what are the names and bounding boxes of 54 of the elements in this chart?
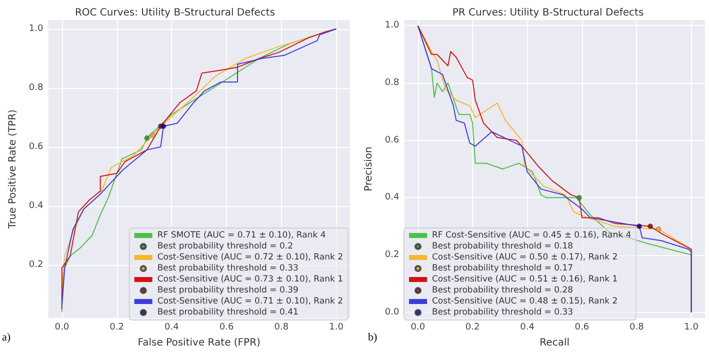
- legend-label: Best probability threshold = 0.18: [432, 242, 574, 252]
- y-tick-label: 0.8: [384, 78, 400, 88]
- chart-title: PR Curves: Utility B-Structural Defects: [452, 8, 644, 18]
- y-tick-label: 0.8: [28, 82, 44, 93]
- legend-label: Best probability threshold = 0.28: [432, 286, 574, 296]
- legend-label: Cost-Sensitive (AUC = 0.50 ± 0.17), Rank 2: [432, 252, 618, 262]
- legend-label: Cost-Sensitive (AUC = 0.48 ± 0.15), Rank 2: [432, 296, 618, 306]
- x-tick-label: 0.2: [110, 322, 124, 332]
- text: b): [368, 332, 378, 344]
- point: [636, 224, 642, 229]
- point: [648, 224, 653, 229]
- x-tick-label: 0.4: [520, 322, 535, 332]
- legend-label: Cost-Sensitive (AUC = 0.51 ± 0.16), Rank 1: [432, 274, 618, 284]
- x-tick-label: 0.0: [54, 322, 70, 332]
- legend-label: RF SMOTE (AUC = 0.71 ± 0.10), Rank 4: [157, 230, 326, 240]
- x-axis-title: False Positive Rate (FPR): [138, 338, 261, 348]
- point: [160, 124, 166, 129]
- x-tick-label: 0.2: [465, 322, 480, 332]
- point: [144, 135, 150, 141]
- legend-label: Cost-Sensitive (AUC = 0.71 ± 0.10), Rank 2: [157, 296, 344, 306]
- y-tick-label: 0.6: [384, 135, 400, 146]
- legend-label: RF Cost-Sensitive (AUC = 0.45 ± 0.16), Rank 4: [432, 230, 632, 240]
- legend-label: Best probability threshold = 0.2: [157, 242, 293, 252]
- x-tick-label: 0.6: [574, 322, 590, 332]
- legend-label: Best probability threshold = 0.41: [157, 308, 298, 318]
- y-tick-label: 1.0: [384, 20, 400, 31]
- x-tick-label: 1.0: [684, 322, 699, 332]
- text: a): [2, 332, 11, 344]
- point: [576, 195, 582, 200]
- y-tick-label: 0.4: [384, 192, 400, 203]
- legend-label: Best probability threshold = 0.17: [432, 264, 574, 274]
- y-axis-title: Precision: [364, 146, 374, 192]
- legend-label: Cost-Sensitive (AUC = 0.73 ± 0.10), Rank 1: [157, 274, 344, 284]
- x-tick-label: 0.0: [410, 322, 426, 332]
- y-tick-label: 0.0: [384, 307, 400, 318]
- legend-label: Best probability threshold = 0.33: [157, 264, 298, 274]
- point: [150, 132, 156, 138]
- y-tick-label: 0.2: [28, 260, 44, 270]
- x-tick-label: 1.0: [329, 322, 344, 332]
- x-tick-label: 0.8: [629, 322, 644, 332]
- x-axis-title: Recall: [540, 338, 570, 348]
- y-tick-label: 1.0: [28, 24, 44, 34]
- legend-label: Best probability threshold = 0.39: [157, 286, 298, 296]
- legend-label: Best probability threshold = 0.33: [432, 308, 574, 318]
- legend-label: Cost-Sensitive (AUC = 0.72 ± 0.10), Rank 2: [157, 252, 344, 262]
- x-tick-label: 0.6: [219, 322, 234, 332]
- point: [656, 226, 662, 232]
- x-tick-label: 0.8: [274, 322, 289, 332]
- y-axis-title: True Positive Rate (TPR): [8, 109, 18, 230]
- chart-title: ROC Curves: Utility B-Structural Defects: [74, 8, 276, 18]
- y-tick-label: 0.2: [384, 250, 400, 260]
- y-tick-label: 0.4: [28, 200, 44, 211]
- y-tick-label: 0.6: [28, 142, 44, 152]
- x-tick-label: 0.4: [164, 322, 180, 332]
